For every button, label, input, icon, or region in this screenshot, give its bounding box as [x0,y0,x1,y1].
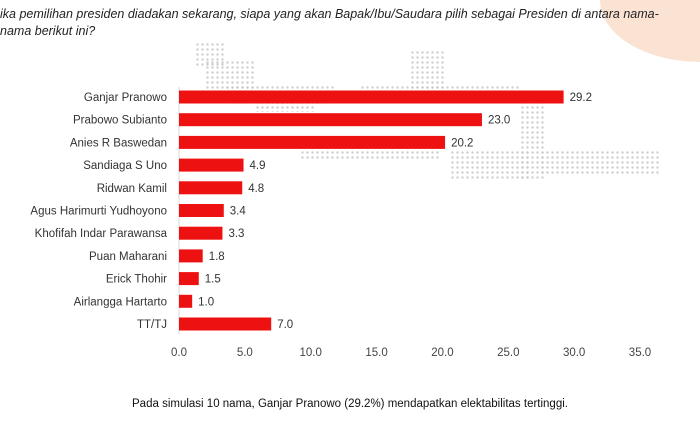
x-tick-label: 5.0 [237,347,253,359]
category-label: Ganjar Pranowo [84,92,167,104]
data-label: 29.2 [570,92,592,104]
category-label: Puan Maharani [89,251,167,263]
chart-caption: Pada simulasi 10 nama, Ganjar Pranowo (2… [132,398,568,410]
x-tick-label: 30.0 [563,347,585,359]
map-dots [450,150,530,180]
category-label: Prabowo Subianto [73,115,167,127]
x-tick-label: 25.0 [497,347,519,359]
data-label: 4.8 [248,183,264,195]
bar [179,249,203,263]
data-label: 1.5 [205,274,221,286]
map-dots [460,85,520,95]
bar [179,181,243,195]
x-tick-label: 15.0 [365,347,387,359]
category-label: TT/TJ [137,319,167,331]
bar [179,135,446,149]
category-label: Khofifah Indar Parawansa [35,228,168,240]
bar [179,272,199,286]
category-label: Ridwan Kamil [97,183,167,195]
data-label: 3.4 [230,206,247,218]
x-tick-label: 10.0 [300,347,322,359]
data-label: 7.0 [277,319,293,331]
category-label: Airlangga Hartarto [74,296,167,308]
data-label: 1.0 [198,296,214,308]
map-dots [540,150,660,175]
bar [179,317,272,331]
data-label: 23.0 [488,115,510,127]
bar [179,158,244,172]
survey-question: ika pemilihan presiden diadakan sekarang… [0,7,659,38]
category-label: Agus Harimurti Yudhoyono [30,206,167,218]
data-label: 3.3 [228,228,244,240]
bar [179,204,224,217]
x-tick-label: 0.0 [171,347,187,359]
x-tick-label: 20.0 [431,347,453,359]
category-label: Anies R Baswedan [70,137,167,149]
category-label: Sandiaga S Uno [83,160,167,172]
category-label: Erick Thohir [106,274,167,286]
bar [179,294,193,308]
data-label: 1.8 [209,251,225,263]
bar [179,90,564,104]
data-label: 20.2 [451,137,473,149]
x-tick-label: 35.0 [629,347,651,359]
bar [179,226,223,240]
bar [179,113,482,127]
data-label: 4.9 [250,160,266,172]
